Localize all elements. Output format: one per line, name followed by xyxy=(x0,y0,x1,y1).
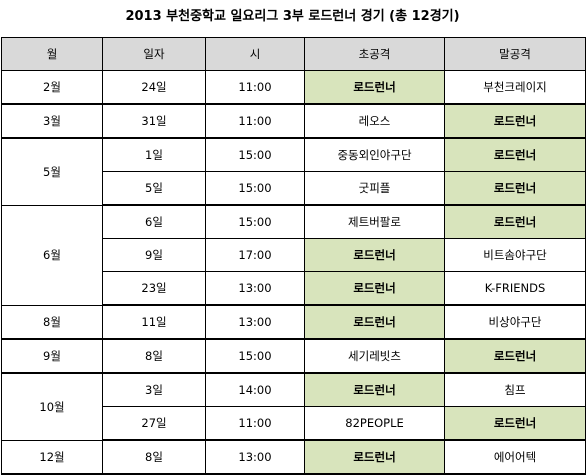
time-cell: 15:00 xyxy=(205,171,305,206)
bottom-attack-cell: 로드런너 xyxy=(444,338,586,374)
top-attack-cell: 로드런너 xyxy=(304,238,445,272)
bottom-attack-cell: 침프 xyxy=(444,372,586,407)
day-cell: 27일 xyxy=(102,406,206,441)
schedule-body: 2월 24일 11:00 로드런너 부천크레이지 3월 31일 11:00 레오스 로드런너 5월 1… xyxy=(1,70,586,475)
day-cell: 9일 xyxy=(102,238,206,272)
month-cell: 9월 xyxy=(1,338,103,374)
top-attack-cell: 세기레빗츠 xyxy=(304,338,445,374)
table-row: 9일 17:00 로드런너 비트솜야구단 xyxy=(2,238,586,272)
sheet-title: 2013 부천중학교 일요리그 3부 로드런너 경기 (총 12경기) xyxy=(125,9,460,24)
time-cell: 17:00 xyxy=(205,238,305,272)
top-attack-cell: 중동외인야구단 xyxy=(304,137,445,172)
table-row: 2월 24일 11:00 로드런너 부천크레이지 xyxy=(1,70,586,105)
header-time: 시 xyxy=(205,37,305,71)
day-cell: 24일 xyxy=(102,70,206,105)
day-cell: 11일 xyxy=(102,304,206,340)
header-row: 월 일자 시 초공격 말공격 xyxy=(1,37,586,71)
header-day: 일자 xyxy=(102,37,206,71)
day-cell: 6일 xyxy=(102,204,206,239)
table-row: 12월 8일 13:00 로드런너 에어어텍 xyxy=(1,439,586,475)
month-cell: 12월 xyxy=(1,439,103,475)
table-row: 5월 1일 15:00 중동외인야구단 로드런너 xyxy=(1,137,586,206)
top-attack-cell: 로드런너 xyxy=(304,372,445,407)
day-cell: 31일 xyxy=(102,103,206,139)
table-row: 23일 13:00 로드런너 K-FRIENDS xyxy=(2,271,586,306)
bottom-attack-cell: K-FRIENDS xyxy=(444,271,586,306)
month-cell: 3월 xyxy=(1,103,103,139)
top-attack-cell: 제트버팔로 xyxy=(304,204,445,239)
time-cell: 11:00 xyxy=(205,103,305,139)
day-cell: 8일 xyxy=(102,338,206,374)
time-cell: 13:00 xyxy=(205,304,305,340)
month-cell: 10월 xyxy=(1,372,103,441)
bottom-attack-cell: 로드런너 xyxy=(444,204,586,239)
time-cell: 14:00 xyxy=(205,372,305,407)
top-attack-cell: 로드런너 xyxy=(304,271,445,306)
top-attack-cell: 로드런너 xyxy=(304,439,445,475)
day-cell: 1일 xyxy=(102,137,206,172)
table-row: 5일 15:00 굿피플 로드런너 xyxy=(2,171,586,206)
top-attack-cell: 레오스 xyxy=(304,103,445,139)
time-cell: 11:00 xyxy=(205,70,305,105)
bottom-attack-cell: 로드런너 xyxy=(444,406,586,441)
bottom-attack-cell: 비트솜야구단 xyxy=(444,238,586,272)
day-cell: 8일 xyxy=(102,439,206,475)
day-cell: 23일 xyxy=(102,271,206,306)
top-attack-cell: 굿피플 xyxy=(304,171,445,206)
month-cell: 5월 xyxy=(1,137,103,206)
day-cell: 3일 xyxy=(102,372,206,407)
top-attack-cell: 82PEOPLE xyxy=(304,406,445,441)
month-cell: 6월 xyxy=(1,204,103,306)
schedule-table: 월 일자 시 초공격 말공격 2월 24일 11:00 로드런너 부천크레이지 3월 31일… xyxy=(1,37,586,475)
month-cell: 8월 xyxy=(1,304,103,340)
time-cell: 15:00 xyxy=(205,338,305,374)
day-cell: 5일 xyxy=(102,171,206,206)
month-cell: 2월 xyxy=(1,70,103,105)
header-top-attack: 초공격 xyxy=(304,37,445,71)
top-attack-cell: 로드런너 xyxy=(304,70,445,105)
time-cell: 15:00 xyxy=(205,137,305,172)
table-row: 3월 31일 11:00 레오스 로드런너 xyxy=(1,103,586,139)
bottom-attack-cell: 로드런너 xyxy=(444,103,586,139)
table-row: 8월 11일 13:00 로드런너 비상야구단 xyxy=(1,304,586,340)
bottom-attack-cell: 에어어텍 xyxy=(444,439,586,475)
table-row: 27일 11:00 82PEOPLE 로드런너 xyxy=(2,406,586,441)
bottom-attack-cell: 로드런너 xyxy=(444,171,586,206)
bottom-attack-cell: 로드런너 xyxy=(444,137,586,172)
time-cell: 15:00 xyxy=(205,204,305,239)
table-row: 10월 3일 14:00 로드런너 침프 xyxy=(1,372,586,441)
header-bottom-attack: 말공격 xyxy=(444,37,586,71)
top-attack-cell: 로드런너 xyxy=(304,304,445,340)
bottom-attack-cell: 부천크레이지 xyxy=(444,70,586,105)
table-row: 9월 8일 15:00 세기레빗츠 로드런너 xyxy=(1,338,586,374)
table-row: 6월 6일 15:00 제트버팔로 로드런너 xyxy=(1,204,586,306)
bottom-attack-cell: 비상야구단 xyxy=(444,304,586,340)
time-cell: 11:00 xyxy=(205,406,305,441)
time-cell: 13:00 xyxy=(205,271,305,306)
header-month: 월 xyxy=(1,37,103,71)
time-cell: 13:00 xyxy=(205,439,305,475)
